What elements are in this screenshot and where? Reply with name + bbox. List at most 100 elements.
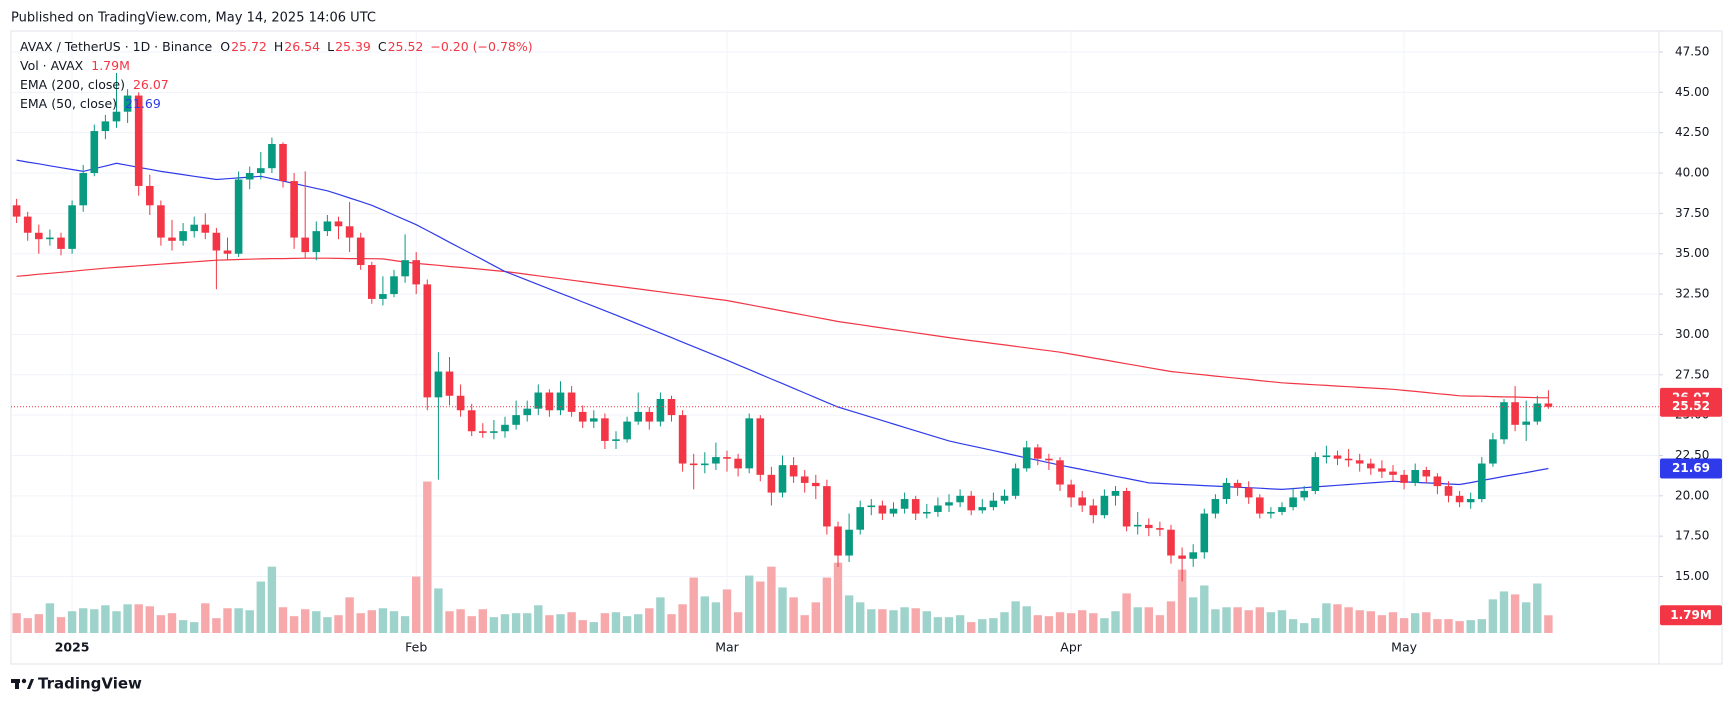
volume-bar [1466, 620, 1475, 633]
candle-body [1267, 511, 1275, 514]
volume-bar [356, 613, 365, 633]
brand-logo [11, 678, 34, 689]
volume-pane [12, 481, 1553, 633]
candle-body [68, 205, 76, 249]
candle-body [434, 371, 443, 398]
volume-value: 1.79M [91, 58, 130, 73]
candle-body [1422, 469, 1431, 477]
volume-bar [1355, 610, 1364, 633]
ema200-legend: EMA (200, close) 26.07 [20, 77, 169, 92]
volume-bar [1222, 607, 1231, 633]
candle-body [578, 411, 587, 422]
volume-bar [167, 613, 177, 633]
candle-body [1111, 490, 1120, 496]
y-tick-label: 32.50 [1675, 287, 1709, 301]
candle-body [1222, 482, 1231, 500]
ema-name: EMA (50, close) [20, 96, 117, 111]
candle-body [490, 431, 498, 433]
candle-body [1344, 458, 1353, 461]
candle-body [1067, 484, 1075, 498]
volume-bar [1144, 607, 1153, 633]
volume-bar [34, 614, 43, 633]
volume-bar [578, 620, 587, 633]
candle-body [712, 457, 720, 464]
candle-body [123, 95, 132, 112]
candle-body [1056, 460, 1064, 485]
candle-body [634, 411, 642, 422]
volume-bar [645, 608, 654, 633]
volume-bar [23, 618, 32, 633]
candle-body [878, 505, 887, 514]
ema50-label: 21.69 [1672, 461, 1710, 475]
candle-body [1533, 403, 1542, 422]
volume-bar [1533, 583, 1542, 633]
ohlc-letter: L [327, 39, 334, 54]
volume-bar [634, 614, 643, 633]
ohlc-letter: C [378, 39, 387, 54]
candle-body [168, 237, 176, 241]
volume-bar [756, 581, 765, 633]
volume-bar [1211, 609, 1220, 633]
candle-body [1411, 469, 1419, 483]
candle-body [1322, 455, 1331, 458]
candle-body [1145, 524, 1153, 529]
volume-bar [178, 620, 188, 633]
candle-body [368, 265, 376, 299]
volume-bar [611, 612, 621, 633]
candle-body [290, 181, 298, 238]
volume-bar [278, 607, 288, 633]
y-tick-label: 22.50 [1675, 448, 1709, 462]
volume-bar [1455, 621, 1464, 633]
volume-bar [101, 605, 110, 633]
volume-bar [190, 622, 199, 633]
candle-body [778, 465, 787, 493]
volume-bar [1411, 613, 1420, 633]
volume-bar [123, 604, 132, 633]
volume-bar [556, 614, 565, 633]
volume-bar [523, 613, 532, 633]
candle-body [301, 237, 309, 253]
volume-bar [1177, 569, 1187, 633]
volume-bar [1366, 611, 1375, 633]
candle-body [1244, 487, 1253, 498]
open-value: 25.72 [231, 39, 267, 54]
volume-bar [334, 615, 343, 633]
candle-body [1233, 482, 1242, 488]
candle-body [479, 431, 487, 433]
candle-body [745, 418, 753, 469]
candle-body [923, 511, 931, 514]
candle-body [1100, 495, 1109, 516]
volume-bar [689, 577, 698, 633]
candle-body [1200, 513, 1209, 553]
volume-bar [944, 617, 954, 633]
candle-body [689, 463, 698, 466]
y-tick-label: 47.50 [1675, 44, 1709, 58]
candle-body [356, 237, 365, 266]
volume-bar [156, 615, 166, 633]
volume-bar [1344, 607, 1353, 633]
volume-bar [1510, 594, 1520, 633]
y-tick-label: 30.00 [1675, 327, 1709, 341]
candle-body [279, 143, 287, 182]
candle-body [190, 224, 198, 232]
ohlc-letter: H [274, 39, 283, 54]
candle-body [312, 231, 321, 253]
close-value: 25.52 [388, 39, 424, 54]
volume-bar [955, 615, 965, 633]
ema50-legend: EMA (50, close) 21.69 [20, 96, 161, 111]
candle-body [934, 505, 942, 512]
candle-body [412, 260, 420, 285]
candle-body [834, 526, 842, 556]
volume-bar [711, 602, 721, 633]
candle-body [234, 179, 243, 254]
candle-body [1189, 552, 1197, 559]
candle-body [1289, 497, 1297, 508]
volume-bar [1233, 607, 1242, 633]
change: −0.20 (−0.78%) [430, 39, 532, 54]
volume-bar [56, 617, 66, 633]
volume-bar [856, 602, 865, 633]
x-tick-label: 2025 [55, 640, 90, 655]
volume-bar [400, 616, 410, 633]
candle-body [112, 111, 121, 122]
